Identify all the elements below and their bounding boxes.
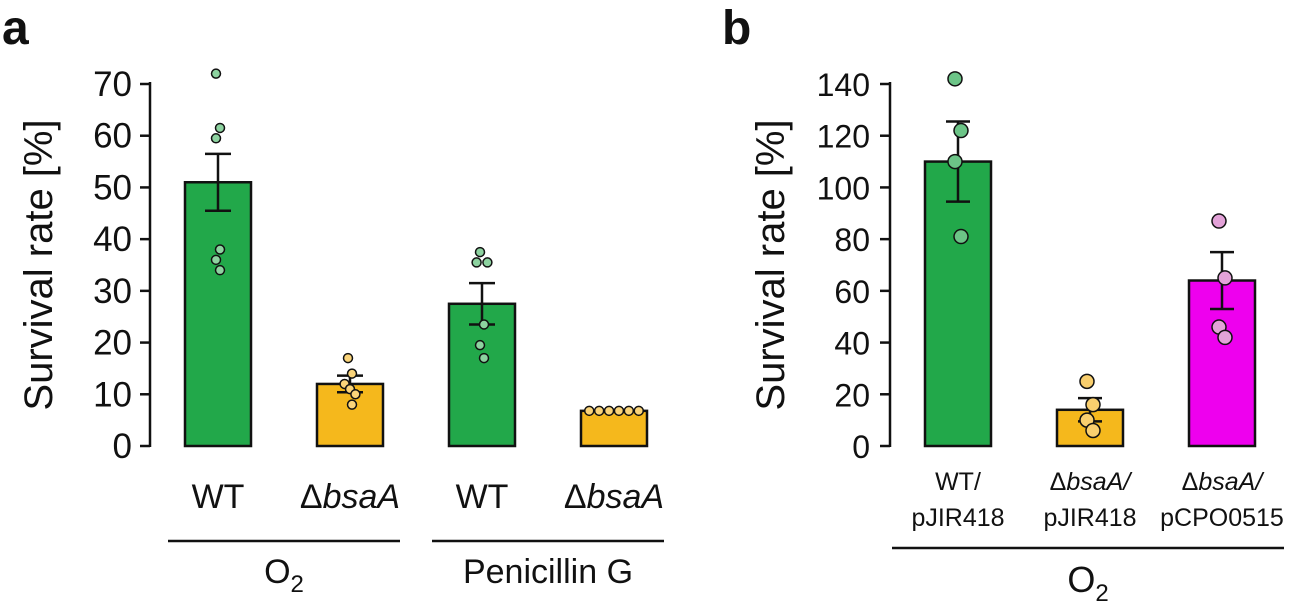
x-category-label: WT — [456, 478, 509, 516]
data-point — [1085, 396, 1101, 413]
group-label: O2 — [1067, 559, 1108, 605]
x-category-label: ΔbsaA — [564, 478, 664, 516]
data-point — [947, 71, 963, 87]
data-point — [350, 389, 361, 400]
data-point — [474, 246, 486, 258]
y-tick-label: 10 — [93, 375, 132, 414]
y-tick-label: 40 — [93, 220, 132, 259]
data-point — [214, 244, 226, 255]
y-tick-label: 120 — [817, 119, 870, 155]
y-tick-label: 100 — [817, 170, 870, 206]
x-category-label: WT — [192, 478, 245, 516]
data-point — [471, 257, 482, 268]
panel-b-chart: 0 20 40 60 80 100 120 140 Survival rate [%] WT/pJ… — [749, 67, 1284, 605]
x-category-label: ΔbsaA/ — [1050, 468, 1134, 496]
bar — [183, 181, 253, 448]
y-axis-label: Survival rate [%] — [17, 119, 61, 410]
data-point — [593, 405, 605, 417]
x-category-label-line2: pJIR418 — [911, 504, 1004, 532]
x-category-label: ΔbsaA/ — [1182, 468, 1266, 496]
x-category-label: ΔbsaA — [300, 478, 400, 516]
y-tick-label: 40 — [834, 326, 870, 362]
y-tick-label: 50 — [93, 168, 132, 207]
data-point — [478, 352, 490, 364]
data-point — [603, 405, 615, 417]
panel-a-chart: 0 10 20 30 40 50 60 70 Survival rate [%] WT ΔbsaA W… — [17, 65, 664, 598]
y-tick-label: 20 — [93, 324, 132, 363]
y-axis-label: Survival rate [%] — [749, 119, 793, 410]
y-tick-label: 0 — [852, 429, 870, 465]
data-point — [1211, 213, 1227, 229]
data-point — [346, 368, 358, 379]
data-point — [953, 122, 969, 139]
data-point — [1217, 329, 1233, 346]
y-tick-label: 0 — [113, 427, 132, 466]
bar — [579, 409, 649, 448]
data-point — [210, 68, 222, 79]
data-point — [474, 339, 486, 351]
data-point — [1079, 373, 1095, 390]
data-point — [1085, 422, 1101, 439]
data-point — [214, 122, 226, 134]
data-point — [342, 352, 354, 364]
x-category-label-line2: pJIR418 — [1043, 504, 1136, 532]
y-tick-label: 80 — [834, 222, 870, 258]
data-point — [346, 399, 358, 410]
bar — [923, 160, 993, 448]
data-point — [613, 405, 625, 417]
data-point — [214, 264, 226, 276]
group-label: Penicillin G — [463, 553, 633, 591]
data-point — [584, 405, 595, 417]
y-tick-label: 20 — [834, 377, 870, 413]
data-point — [633, 405, 644, 417]
y-tick-label: 60 — [93, 117, 132, 156]
panel-b-letter: b — [722, 2, 751, 55]
data-point — [953, 228, 969, 245]
y-tick-label: 60 — [834, 274, 870, 310]
data-point — [623, 405, 635, 417]
data-point — [482, 257, 493, 268]
data-point — [478, 319, 490, 330]
error-bar — [205, 152, 231, 212]
y-tick-label: 70 — [93, 65, 132, 104]
data-point — [947, 153, 963, 170]
y-tick-label: 30 — [93, 272, 132, 311]
panel-a-letter: a — [2, 2, 29, 55]
data-point — [1217, 270, 1233, 286]
y-tick-label: 140 — [817, 67, 870, 103]
x-category-label-line2: pCPO0515 — [1160, 504, 1284, 532]
data-point — [210, 133, 222, 144]
group-label: O2 — [264, 553, 304, 598]
data-point — [210, 254, 222, 266]
x-category-label: WT/ — [935, 468, 981, 496]
